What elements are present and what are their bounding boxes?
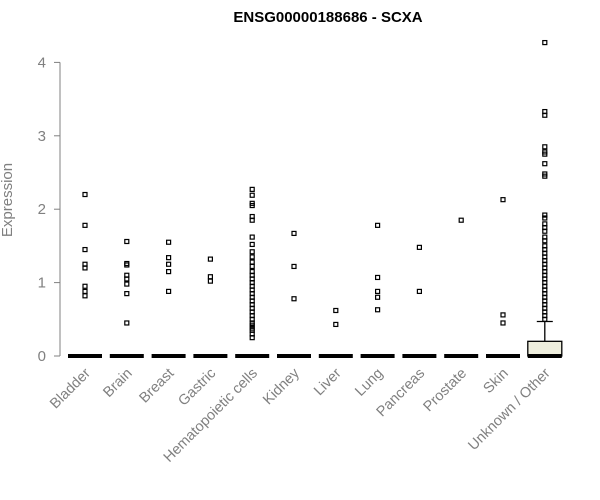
- chart-title: ENSG00000188686 - SCXA: [233, 9, 422, 26]
- outlier-point: [500, 312, 506, 318]
- outlier-point: [500, 197, 506, 203]
- outlier-point: [375, 222, 381, 228]
- outlier-point: [542, 173, 548, 179]
- outlier-point: [166, 268, 172, 275]
- y-axis: 0 1 2 3 4: [38, 54, 61, 365]
- outlier-point: [291, 296, 297, 302]
- box-group: [527, 39, 563, 358]
- outlier-point: [249, 259, 255, 265]
- outlier-point: [82, 293, 88, 299]
- outlier-point: [542, 161, 548, 167]
- box-group: [109, 238, 144, 358]
- outlier-point: [82, 222, 88, 228]
- outlier-point: [124, 281, 130, 287]
- outlier-point: [207, 278, 213, 284]
- box-group: [402, 244, 437, 358]
- y-axis-label: Expression: [0, 163, 16, 237]
- outlier-point: [82, 191, 88, 198]
- x-tick-label: Brain: [100, 366, 135, 401]
- outlier-point: [375, 288, 381, 295]
- outlier-point: [249, 217, 255, 223]
- outlier-point: [500, 320, 506, 326]
- outlier-point: [82, 265, 88, 271]
- outlier-point: [542, 112, 548, 118]
- x-tick-label: Skin: [481, 366, 512, 397]
- outlier-point: [82, 246, 88, 253]
- outlier-point: [249, 234, 255, 240]
- outlier-point: [124, 238, 130, 245]
- outlier-point: [542, 238, 548, 244]
- outlier-point: [416, 244, 422, 250]
- outlier-point: [333, 321, 339, 328]
- outlier-point: [416, 288, 422, 295]
- outlier-point: [166, 288, 172, 295]
- outlier-point: [542, 212, 548, 218]
- outlier-point: [542, 151, 548, 157]
- outlier-point: [249, 322, 255, 328]
- outlier-point: [166, 255, 172, 261]
- outlier-point: [458, 217, 464, 223]
- y-tick-label: 1: [38, 275, 46, 292]
- x-tick-label: Lung: [352, 366, 386, 400]
- outlier-point: [542, 39, 548, 46]
- outlier-point: [542, 316, 548, 322]
- outlier-point: [124, 320, 130, 326]
- outlier-point: [333, 307, 339, 314]
- box-group: [486, 197, 520, 358]
- box-group: [277, 230, 311, 358]
- x-tick-label: Breast: [136, 366, 177, 407]
- outlier-point: [542, 144, 548, 150]
- outlier-point: [249, 192, 255, 198]
- outlier-point: [291, 263, 297, 270]
- box-group: [193, 256, 228, 358]
- outlier-point: [249, 186, 255, 192]
- x-tick-label: Kidney: [260, 365, 303, 408]
- x-tick-label: Prostate: [421, 366, 470, 415]
- outlier-point: [249, 254, 255, 260]
- outlier-point: [375, 294, 381, 300]
- outlier-point: [249, 335, 255, 341]
- x-tick-label: Bladder: [47, 365, 94, 412]
- box-group: [235, 186, 270, 358]
- y-tick-label: 3: [38, 128, 46, 145]
- outlier-point: [166, 239, 172, 245]
- y-tick-label: 2: [38, 201, 46, 218]
- outlier-point: [166, 261, 172, 267]
- outlier-point: [249, 249, 255, 255]
- y-tick-label: 0: [38, 348, 46, 365]
- outlier-point: [375, 274, 381, 281]
- outlier-point: [542, 228, 548, 234]
- outlier-point: [291, 230, 297, 237]
- outlier-point: [542, 215, 548, 221]
- outlier-point: [249, 202, 255, 209]
- box: [527, 340, 563, 357]
- box-group: [151, 239, 186, 358]
- outlier-point: [375, 307, 381, 313]
- box-group: [360, 222, 395, 358]
- outlier-point: [82, 283, 88, 289]
- outlier-point: [207, 274, 213, 280]
- outlier-point: [207, 256, 213, 262]
- box-group: [444, 217, 479, 358]
- outlier-point: [249, 263, 255, 270]
- x-tick-label: Liver: [311, 365, 345, 399]
- outlier-point: [124, 262, 130, 268]
- plot-area: [68, 39, 563, 358]
- outlier-point: [124, 291, 130, 297]
- outlier-point: [82, 288, 88, 295]
- outlier-point: [124, 276, 130, 282]
- box-group: [318, 307, 353, 358]
- box-group: [68, 191, 102, 358]
- outlier-point: [249, 241, 255, 248]
- y-tick-label: 4: [38, 54, 46, 71]
